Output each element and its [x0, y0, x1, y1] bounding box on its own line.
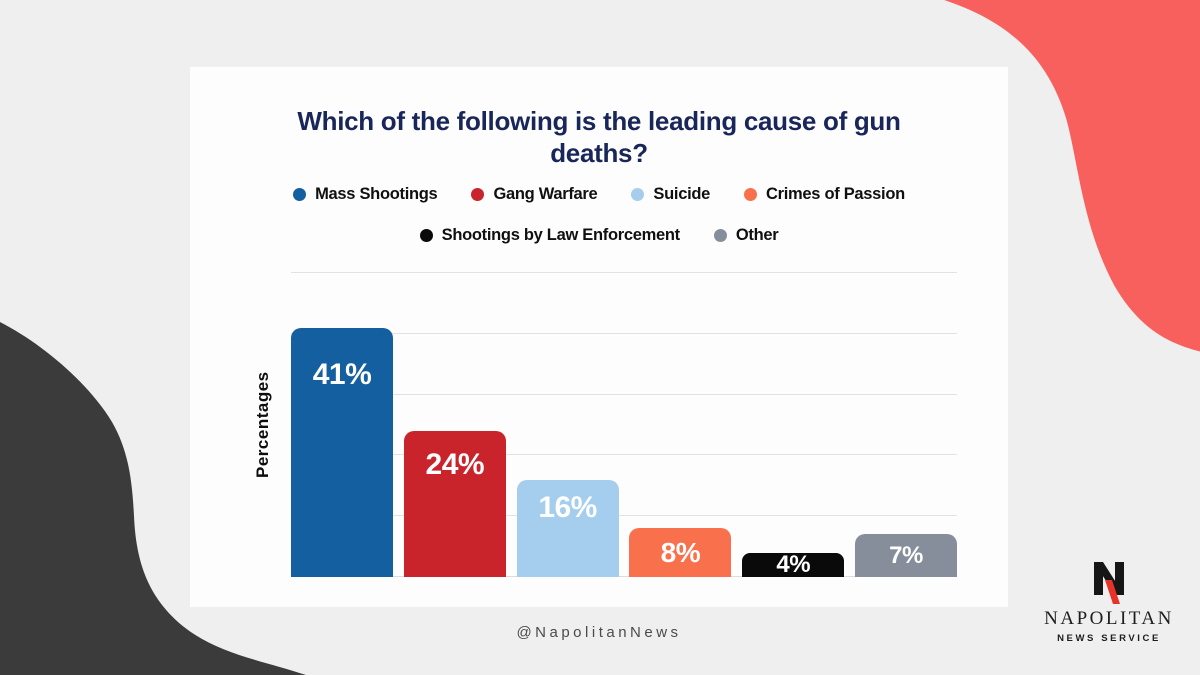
legend-dot-gang-warfare: [471, 188, 485, 201]
bar-gang-warfare: 24%: [403, 431, 506, 577]
bar-suicide: 16%: [516, 479, 619, 577]
bar-value-label: 8%: [660, 536, 701, 568]
bottom-left-blob: [0, 322, 306, 675]
legend-row-2: Shootings by Law Enforcement Other: [419, 226, 779, 245]
gridline-0-pct: [291, 576, 957, 577]
legend-dot-crimes-of-passion: [744, 188, 758, 201]
legend-dot-other: [713, 229, 727, 242]
legend-dot-shootings-by-law-enforcement: [419, 229, 433, 242]
brand-logo: NAPOLITAN NEWS SERVICE: [1031, 562, 1187, 644]
y-axis-label: Percentages: [253, 371, 272, 479]
legend-dot-suicide: [631, 188, 645, 201]
gridline-30-pct: [291, 393, 957, 395]
legend-item-shootings-by-law-enforcement: Shootings by Law Enforcement: [419, 226, 681, 245]
legend-item-suicide: Suicide: [631, 185, 710, 204]
chart-title-line-2: deaths?: [550, 138, 648, 168]
chart-title: Which of the following is the leading ca…: [249, 105, 949, 169]
legend-row-1: Mass Shootings Gang Warfare Suicide Crimes …: [293, 185, 905, 204]
gridline-20-pct: [291, 454, 957, 456]
napolitan-n-icon: [1094, 562, 1124, 604]
top-right-blob: [943, 0, 1200, 352]
bar-value-label: 7%: [889, 541, 923, 569]
gridline-50-pct: [291, 272, 957, 273]
bar-value-label: 24%: [425, 448, 485, 482]
bar-shootings-by-law-enforcement: 4%: [742, 550, 845, 578]
bar-other: 7%: [855, 534, 957, 577]
chart-card: Which of the following is the leading ca…: [190, 67, 1008, 607]
legend-label: Other: [735, 226, 779, 244]
gridline-10-pct: [291, 515, 957, 517]
bar-value-label: 16%: [538, 490, 597, 524]
bar-mass-shootings: 41%: [291, 327, 393, 577]
brand-tagline: NEWS SERVICE: [1057, 633, 1161, 644]
gridline-40-pct: [291, 332, 957, 334]
bar-crimes-of-passion: 8%: [629, 528, 732, 577]
legend-dot-mass-shootings: [293, 188, 307, 201]
legend-label: Shootings by Law Enforcement: [441, 226, 681, 244]
bar-value-label: 41%: [312, 357, 372, 391]
legend-label: Suicide: [653, 185, 711, 203]
legend-label: Mass Shootings: [315, 185, 438, 203]
legend-item-mass-shootings: Mass Shootings: [293, 185, 438, 204]
legend-label: Gang Warfare: [493, 185, 598, 203]
legend-label: Crimes of Passion: [766, 185, 905, 203]
plot-area: 41% 24% 16% 8% 4% 7%: [291, 272, 957, 578]
brand-name: NAPOLITAN: [1044, 608, 1174, 629]
legend-item-other: Other: [713, 226, 779, 245]
legend-item-crimes-of-passion: Crimes of Passion: [744, 185, 905, 204]
chart-title-line-1: Which of the following is the leading ca…: [297, 106, 901, 136]
chart-legend: Mass Shootings Gang Warfare Suicide Crimes …: [190, 185, 1008, 245]
bar-value-label: 4%: [776, 550, 811, 578]
social-handle: @NapolitanNews: [516, 624, 682, 641]
legend-item-gang-warfare: Gang Warfare: [471, 185, 598, 204]
